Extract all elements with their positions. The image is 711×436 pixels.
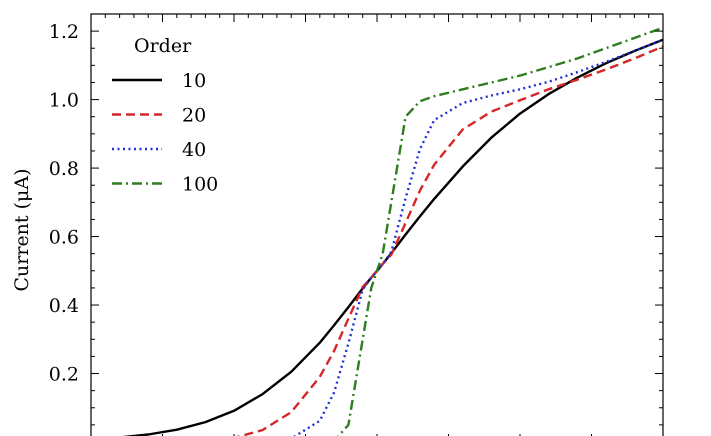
y-axis-label: Current (μA) — [11, 169, 33, 292]
series-line-20 — [236, 45, 663, 436]
y-tick-label: 1.0 — [49, 90, 79, 112]
legend-title: Order — [134, 35, 192, 57]
legend: Order 10 20 40 100 — [104, 30, 244, 200]
legend-label-10: 10 — [182, 70, 206, 92]
plot-area — [122, 26, 663, 436]
legend-label-100: 100 — [182, 174, 218, 196]
series-line-100 — [336, 26, 663, 436]
legend-label-20: 20 — [182, 105, 206, 127]
legend-label-40: 40 — [182, 139, 206, 161]
y-tick-label: 0.4 — [49, 295, 79, 317]
axes: 0.2 0.4 0.6 0.8 1.0 1.2 — [49, 13, 664, 436]
y-tick-label: 1.2 — [49, 21, 79, 43]
y-tick-label: 0.2 — [49, 364, 79, 386]
y-tick-label: 0.6 — [49, 227, 79, 249]
y-tick-label: 0.8 — [49, 158, 79, 180]
